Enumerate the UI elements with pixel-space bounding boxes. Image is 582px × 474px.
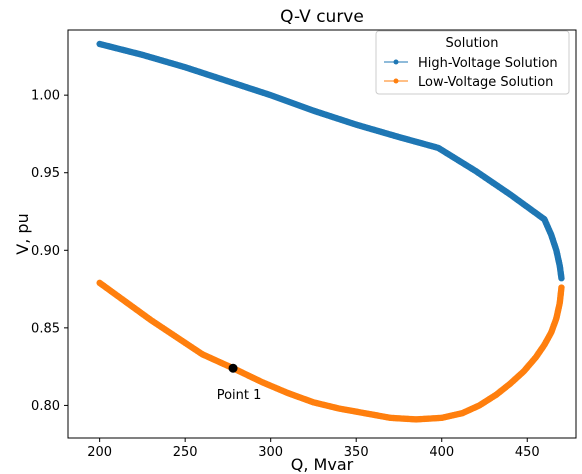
- legend-box: [375, 30, 570, 95]
- data-point: [558, 284, 565, 291]
- series-low-voltage: [96, 279, 565, 423]
- data-point: [558, 275, 565, 282]
- plot-area: Point 1: [96, 40, 565, 423]
- x-tick-label: 350: [344, 445, 369, 460]
- chart-title: Q-V curve: [280, 7, 364, 27]
- plot-frame: [67, 29, 577, 439]
- legend-label-high: High-Voltage Solution: [418, 56, 558, 71]
- y-tick-label: 0.90: [31, 244, 60, 259]
- annotation-label: Point 1: [217, 388, 262, 403]
- x-tick-label: 450: [515, 445, 540, 460]
- y-tick-label: 1.00: [31, 89, 60, 104]
- legend-label-low: Low-Voltage Solution: [418, 75, 553, 90]
- y-tick-label: 0.95: [31, 166, 60, 181]
- legend-marker-low: [393, 78, 399, 84]
- legend-title: Solution: [446, 36, 499, 51]
- x-tick-label: 200: [87, 445, 112, 460]
- y-tick-label: 0.85: [31, 321, 60, 336]
- annotation-point: [228, 363, 238, 373]
- x-tick-label: 400: [429, 445, 454, 460]
- y-axis-ticks: 0.80 0.85 0.90 0.95 1.00: [31, 89, 68, 414]
- x-axis-ticks: 200 250 300 350 400 450: [87, 438, 540, 460]
- x-tick-label: 250: [173, 445, 198, 460]
- y-tick-label: 0.80: [31, 399, 60, 414]
- x-tick-label: 300: [258, 445, 283, 460]
- y-axis-label: V, pu: [13, 213, 32, 254]
- legend-marker-high: [393, 59, 399, 65]
- series-high-voltage: [96, 40, 565, 282]
- x-axis-label: Q, Mvar: [291, 455, 354, 474]
- legend: Solution High-Voltage Solution Low-Volta…: [375, 30, 570, 95]
